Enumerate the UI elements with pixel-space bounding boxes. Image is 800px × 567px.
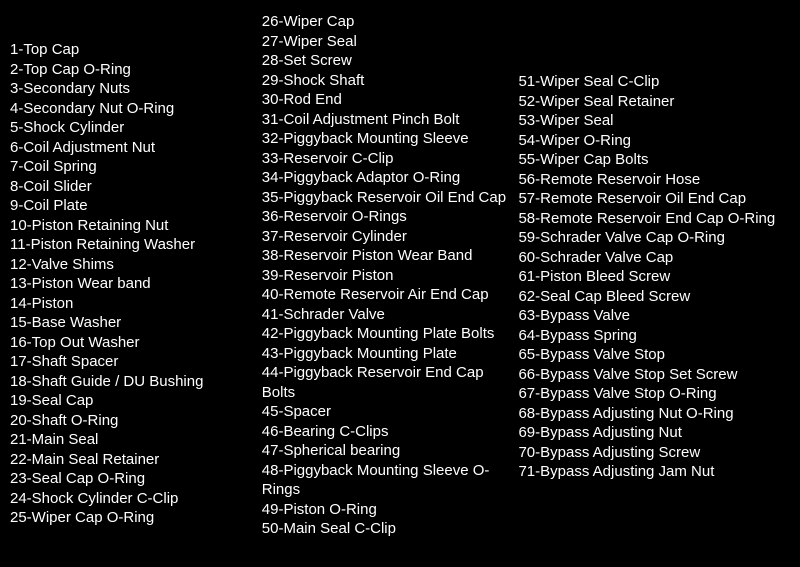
- part-item: 12-Valve Shims: [10, 255, 262, 275]
- part-item: 5-Shock Cylinder: [10, 118, 262, 138]
- part-item: 31-Coil Adjustment Pinch Bolt: [262, 110, 519, 130]
- part-item: 61-Piston Bleed Screw: [518, 267, 790, 287]
- part-item: 68-Bypass Adjusting Nut O-Ring: [518, 404, 790, 424]
- part-item: 4-Secondary Nut O-Ring: [10, 99, 262, 119]
- part-item: 67-Bypass Valve Stop O-Ring: [518, 384, 790, 404]
- part-item: 41-Schrader Valve: [262, 305, 519, 325]
- part-item: 34-Piggyback Adaptor O-Ring: [262, 168, 519, 188]
- part-item: 15-Base Washer: [10, 313, 262, 333]
- part-item: 63-Bypass Valve: [518, 306, 790, 326]
- part-item: 50-Main Seal C-Clip: [262, 519, 519, 539]
- part-item: 19-Seal Cap: [10, 391, 262, 411]
- part-item: 24-Shock Cylinder C-Clip: [10, 489, 262, 509]
- part-item: 23-Seal Cap O-Ring: [10, 469, 262, 489]
- part-item: 28-Set Screw: [262, 51, 519, 71]
- part-item: 10-Piston Retaining Nut: [10, 216, 262, 236]
- part-item: 13-Piston Wear band: [10, 274, 262, 294]
- part-item: 29-Shock Shaft: [262, 71, 519, 91]
- part-item: 20-Shaft O-Ring: [10, 411, 262, 431]
- part-item: 25-Wiper Cap O-Ring: [10, 508, 262, 528]
- part-item: 39-Reservoir Piston: [262, 266, 519, 286]
- part-item: 8-Coil Slider: [10, 177, 262, 197]
- part-item: 1-Top Cap: [10, 40, 262, 60]
- part-item: 38-Reservoir Piston Wear Band: [262, 246, 519, 266]
- part-item: 48-Piggyback Mounting Sleeve O-Rings: [262, 461, 519, 500]
- part-item: 17-Shaft Spacer: [10, 352, 262, 372]
- part-item: 47-Spherical bearing: [262, 441, 519, 461]
- part-item: 22-Main Seal Retainer: [10, 450, 262, 470]
- part-item: 36-Reservoir O-Rings: [262, 207, 519, 227]
- part-item: 45-Spacer: [262, 402, 519, 422]
- part-item: 52-Wiper Seal Retainer: [518, 92, 790, 112]
- part-item: 57-Remote Reservoir Oil End Cap: [518, 189, 790, 209]
- part-item: 33-Reservoir C-Clip: [262, 149, 519, 169]
- part-item: 3-Secondary Nuts: [10, 79, 262, 99]
- part-item: 54-Wiper O-Ring: [518, 131, 790, 151]
- part-item: 59-Schrader Valve Cap O-Ring: [518, 228, 790, 248]
- part-item: 44-Piggyback Reservoir End Cap Bolts: [262, 363, 519, 402]
- part-item: 55-Wiper Cap Bolts: [518, 150, 790, 170]
- parts-column-1: 1-Top Cap2-Top Cap O-Ring3-Secondary Nut…: [10, 12, 262, 555]
- part-item: 7-Coil Spring: [10, 157, 262, 177]
- part-item: 6-Coil Adjustment Nut: [10, 138, 262, 158]
- part-item: 14-Piston: [10, 294, 262, 314]
- part-item: 70-Bypass Adjusting Screw: [518, 443, 790, 463]
- part-item: 32-Piggyback Mounting Sleeve: [262, 129, 519, 149]
- parts-column-3: 51-Wiper Seal C-Clip52-Wiper Seal Retain…: [518, 12, 790, 555]
- part-item: 26-Wiper Cap: [262, 12, 519, 32]
- part-item: 35-Piggyback Reservoir Oil End Cap: [262, 188, 519, 208]
- part-item: 64-Bypass Spring: [518, 326, 790, 346]
- part-item: 62-Seal Cap Bleed Screw: [518, 287, 790, 307]
- part-item: 53-Wiper Seal: [518, 111, 790, 131]
- part-item: 21-Main Seal: [10, 430, 262, 450]
- part-item: 2-Top Cap O-Ring: [10, 60, 262, 80]
- part-item: 42-Piggyback Mounting Plate Bolts: [262, 324, 519, 344]
- part-item: 69-Bypass Adjusting Nut: [518, 423, 790, 443]
- part-item: 40-Remote Reservoir Air End Cap: [262, 285, 519, 305]
- part-item: 43-Piggyback Mounting Plate: [262, 344, 519, 364]
- part-item: 65-Bypass Valve Stop: [518, 345, 790, 365]
- part-item: 18-Shaft Guide / DU Bushing: [10, 372, 262, 392]
- part-item: 30-Rod End: [262, 90, 519, 110]
- part-item: 66-Bypass Valve Stop Set Screw: [518, 365, 790, 385]
- part-item: 51-Wiper Seal C-Clip: [518, 72, 790, 92]
- part-item: 11-Piston Retaining Washer: [10, 235, 262, 255]
- part-item: 71-Bypass Adjusting Jam Nut: [518, 462, 790, 482]
- part-item: 56-Remote Reservoir Hose: [518, 170, 790, 190]
- part-item: 58-Remote Reservoir End Cap O-Ring: [518, 209, 790, 229]
- part-item: 60-Schrader Valve Cap: [518, 248, 790, 268]
- part-item: 49-Piston O-Ring: [262, 500, 519, 520]
- part-item: 46-Bearing C-Clips: [262, 422, 519, 442]
- part-item: 27-Wiper Seal: [262, 32, 519, 52]
- part-item: 16-Top Out Washer: [10, 333, 262, 353]
- part-item: 9-Coil Plate: [10, 196, 262, 216]
- parts-column-2: 26-Wiper Cap27-Wiper Seal28-Set Screw29-…: [262, 12, 519, 555]
- part-item: 37-Reservoir Cylinder: [262, 227, 519, 247]
